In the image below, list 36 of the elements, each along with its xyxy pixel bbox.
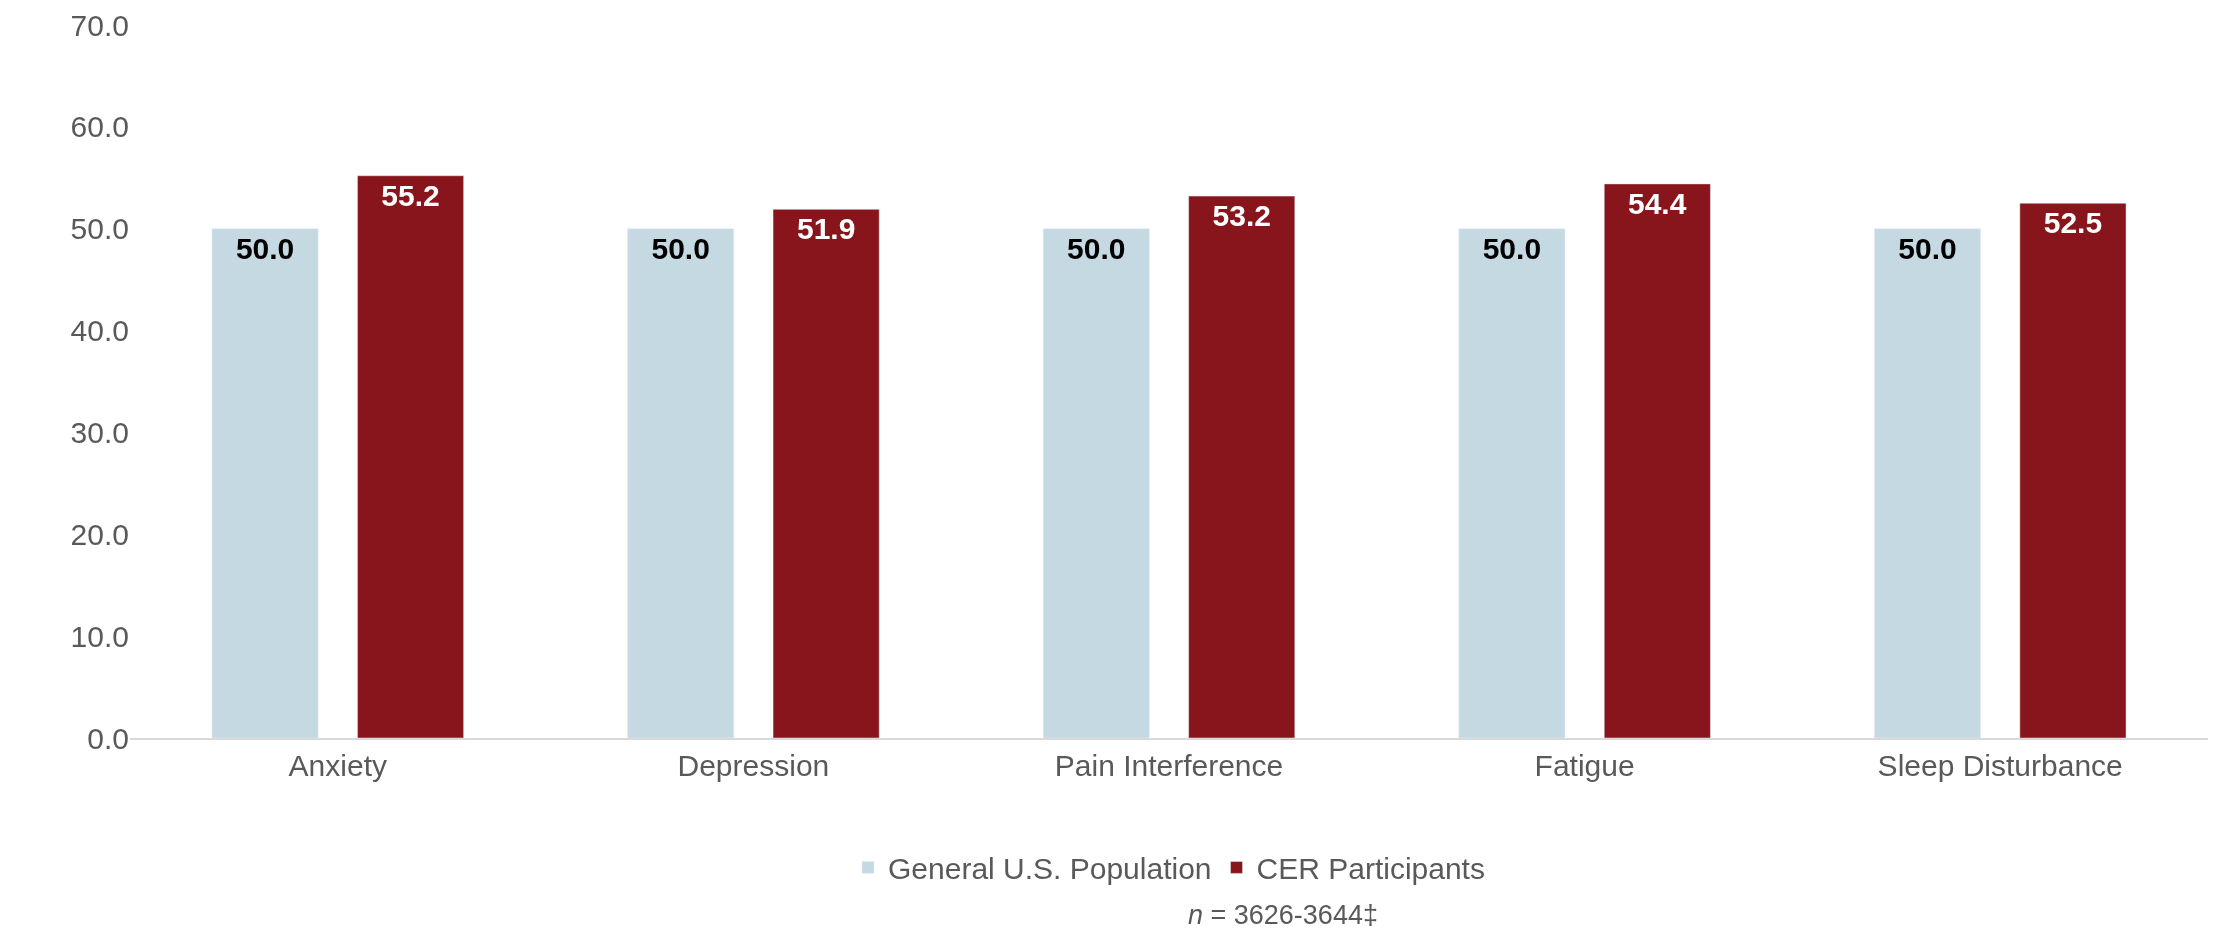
bar [1188,195,1296,738]
legend-label: CER Participants [1256,852,1485,886]
x-tick-label: Fatigue [1534,749,1635,782]
bar [1042,228,1150,738]
y-tick-label: 20.0 [70,517,129,551]
bar [211,228,319,738]
bar [1458,228,1566,738]
x-tick-label: Sleep Disturbance [1877,749,2123,782]
data-label: 51.9 [796,212,856,246]
x-tick-label: Pain Interference [1054,749,1284,782]
data-label: 50.0 [1067,231,1126,265]
y-tick-label: 70.0 [70,8,129,42]
x-tick-label: Anxiety [288,749,387,782]
data-label: 50.0 [1898,231,1957,265]
bar [357,175,464,738]
y-tick-label: 10.0 [70,619,129,653]
text: n = 3626-3644‡ [1188,900,1378,930]
bar [1874,228,1981,738]
data-label: 54.4 [1627,186,1687,220]
legend-label: General U.S. Population [888,852,1212,886]
y-tick-label: 30.0 [70,415,129,449]
bar [627,228,735,738]
x-tick-label: Depression [677,749,830,782]
data-label: 55.2 [381,178,440,212]
y-tick-label: 60.0 [70,110,129,144]
data-label: 50.0 [651,231,710,265]
bar [772,209,880,738]
data-label: 53.2 [1212,199,1271,233]
data-label: 52.5 [2043,206,2103,240]
data-label: 50.0 [235,231,295,265]
y-tick-label: 50.0 [70,212,129,246]
y-tick-label: 40.0 [70,314,129,348]
y-tick-label: 0.0 [87,721,129,755]
bar [1603,183,1711,738]
data-label: 50.0 [1482,231,1542,265]
bar [2019,203,2127,738]
